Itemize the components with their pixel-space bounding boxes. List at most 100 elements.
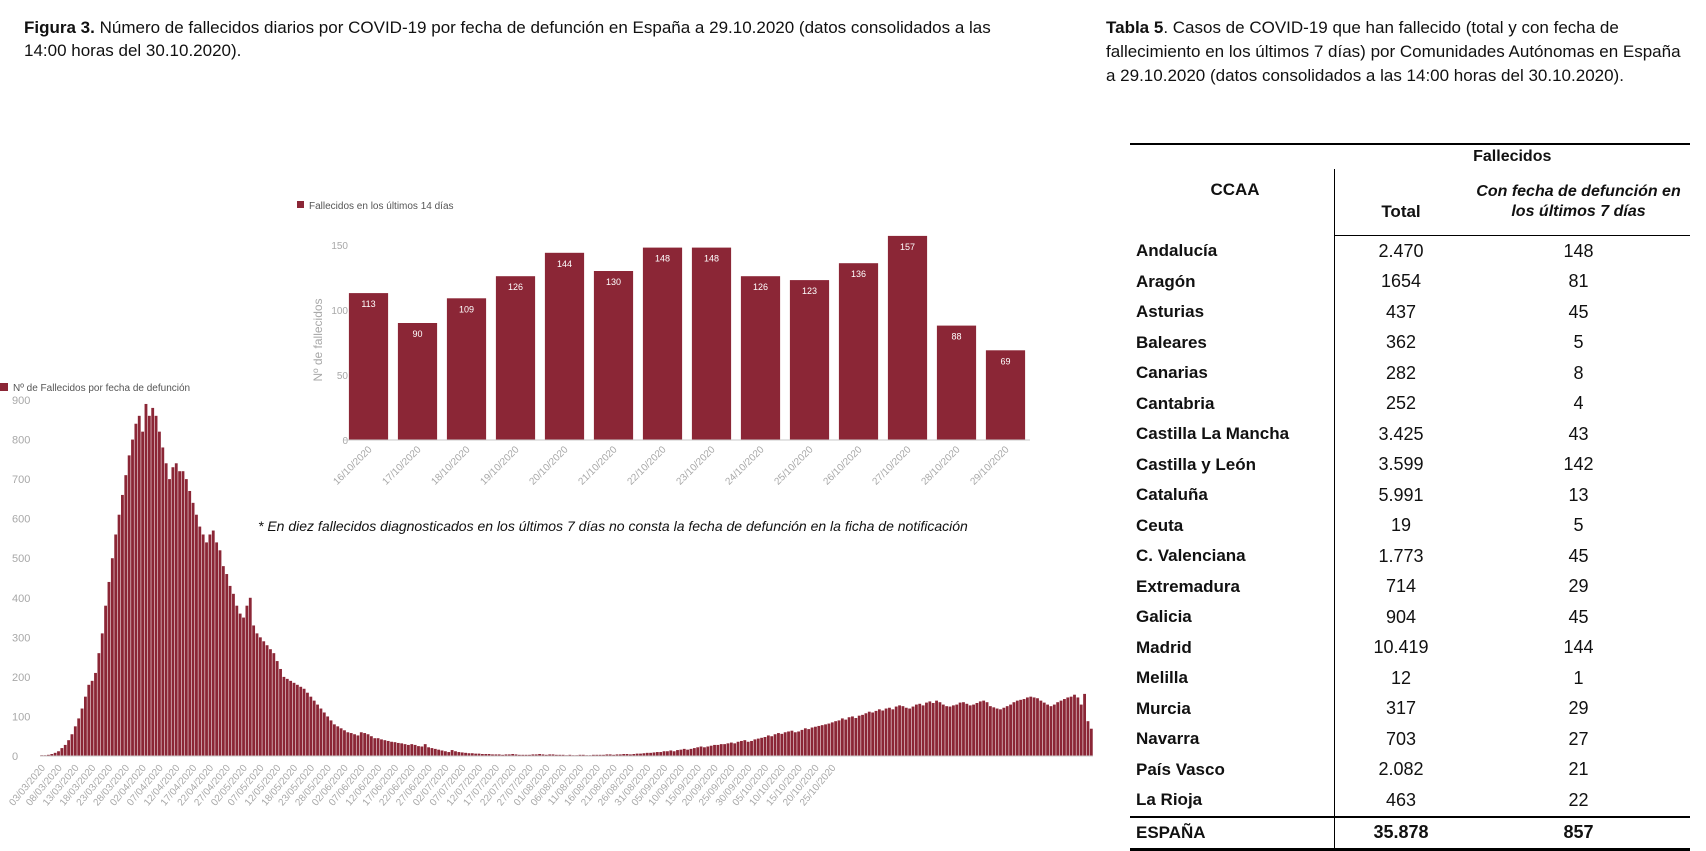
main-bar (514, 754, 518, 756)
main-bar (312, 700, 316, 756)
main-bar (427, 747, 430, 756)
row-region: País Vasco (1136, 759, 1225, 779)
main-bar (467, 753, 471, 756)
inset-y-tick-label: 100 (331, 306, 348, 317)
main-bar (134, 423, 138, 756)
main-bar (682, 748, 686, 756)
main-bar (827, 723, 831, 756)
main-bar (1005, 706, 1009, 756)
row-last7: 45 (1568, 545, 1589, 566)
main-bar (117, 514, 121, 756)
main-bar (689, 748, 693, 756)
row-region: Galicia (1136, 607, 1192, 627)
inset-bar-value-label: 157 (900, 242, 915, 252)
main-bar (928, 701, 932, 756)
row-total: 3.425 (1334, 419, 1467, 450)
table-row: Castilla y León 3.599 142 (1130, 449, 1690, 480)
main-bar (491, 754, 494, 756)
main-bar (265, 645, 269, 756)
main-bar (777, 733, 780, 756)
main-bar (911, 706, 915, 756)
row-last7: 148 (1563, 240, 1594, 261)
main-bar (985, 702, 989, 756)
inset-bar (936, 325, 977, 440)
row-last7: 22 (1568, 789, 1589, 810)
main-bar (662, 751, 666, 756)
inset-bar-value-label: 113 (361, 299, 375, 309)
main-bar (736, 741, 740, 756)
main-bar (847, 717, 851, 756)
main-y-tick-label: 500 (12, 553, 30, 565)
main-bar (773, 734, 777, 756)
row-total: 2.470 (1334, 235, 1467, 267)
main-bar (87, 684, 91, 756)
row-region: Murcia (1136, 698, 1191, 718)
inset-bar-value-label: 126 (753, 282, 768, 292)
main-y-tick-label: 100 (12, 711, 30, 723)
main-bar (692, 748, 696, 756)
main-bar (57, 751, 60, 756)
main-bar (504, 754, 508, 756)
figure-caption-text: Número de fallecidos diarios por COVID-1… (24, 18, 991, 60)
table-caption-label: Tabla 5 (1106, 18, 1164, 37)
main-bar (225, 574, 229, 756)
main-bar (255, 633, 259, 756)
row-region: Asturias (1136, 302, 1205, 322)
total-total: 35.878 (1334, 815, 1467, 851)
main-bar (396, 742, 400, 756)
main-bar (696, 747, 700, 756)
main-bar (669, 750, 673, 756)
main-bar (1073, 694, 1076, 756)
main-bar (800, 729, 804, 756)
main-bar (999, 709, 1002, 756)
main-bar (386, 740, 390, 756)
row-region: Canarias (1136, 363, 1208, 383)
main-bar (181, 471, 185, 756)
main-bar (511, 754, 515, 756)
main-bar (292, 682, 296, 756)
main-bar (60, 748, 64, 756)
inset-bar-value-label: 69 (1000, 356, 1010, 366)
main-bar (262, 641, 266, 756)
main-bar (366, 734, 370, 756)
main-bar (918, 703, 922, 756)
figure-caption: Figura 3. Número de fallecidos diarios p… (24, 16, 1024, 62)
main-bar (867, 711, 871, 756)
inset-y-tick-label: 150 (331, 241, 348, 252)
main-bar (625, 754, 629, 756)
row-total: 362 (1334, 327, 1467, 358)
main-y-tick-label: 700 (12, 474, 30, 486)
main-bar (548, 754, 552, 756)
main-bar (393, 742, 397, 756)
main-bar (760, 737, 764, 756)
row-total: 1.773 (1334, 541, 1467, 572)
main-y-tick-label: 600 (12, 514, 30, 526)
main-bar (1012, 702, 1016, 756)
main-bar (652, 752, 656, 756)
main-bar (750, 740, 753, 756)
main-bar (50, 754, 54, 756)
col-header-total: Total (1334, 169, 1467, 236)
main-bar (406, 744, 410, 756)
main-bar (810, 727, 814, 756)
main-bar (975, 702, 979, 756)
main-bar (417, 746, 420, 756)
row-region: Ceuta (1136, 515, 1184, 535)
inset-bar-value-label: 144 (557, 259, 572, 269)
main-bar (921, 705, 925, 756)
inset-bar (789, 280, 830, 440)
main-bar (659, 752, 663, 756)
main-bar (709, 745, 713, 756)
row-total: 19 (1334, 510, 1467, 541)
main-bar (423, 744, 427, 756)
main-legend-label: Nº de Fallecidos por fecha de defunción (13, 383, 190, 394)
main-bar (1002, 707, 1006, 756)
main-bar (608, 754, 612, 756)
main-bar (824, 724, 827, 756)
table-row: Melilla 12 1 (1130, 663, 1690, 694)
main-bar (454, 751, 457, 756)
main-bar (561, 754, 565, 756)
main-bar (908, 708, 912, 756)
main-legend-swatch (0, 383, 8, 391)
main-bar (235, 605, 239, 756)
